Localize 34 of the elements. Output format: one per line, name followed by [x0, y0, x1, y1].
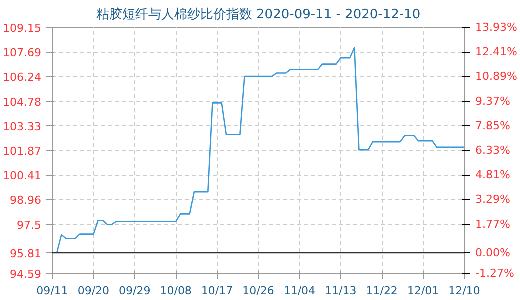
y2-tick-label: 13.93%	[476, 21, 518, 34]
y2-tick-label: 7.85%	[476, 119, 510, 132]
y-tick-label: 106.24	[3, 71, 42, 84]
y-tick-label: 109.15	[3, 22, 42, 35]
y-tick-label: 94.59	[10, 268, 42, 281]
x-tick-label: 09/29	[119, 284, 151, 298]
x-tick-label: 12/01	[407, 284, 440, 298]
x-tick-label: 09/20	[78, 284, 110, 298]
y2-tick-label: 0.00%	[476, 246, 510, 260]
x-tick-label: 10/17	[201, 284, 234, 298]
y-tick-label: 104.78	[3, 96, 42, 109]
y-tick-label: 95.81	[10, 247, 42, 260]
x-tick-label: 11/22	[366, 284, 398, 298]
y-tick-label: 103.33	[3, 120, 42, 134]
y-tick-label: 98.96	[10, 194, 42, 208]
x-tick-label: 12/10	[448, 284, 480, 298]
x-tick-label: 11/13	[325, 284, 357, 298]
chart-title: 粘胶短纤与人棉纱比价指数 2020-09-11 - 2020-12-10	[96, 8, 421, 22]
y2-tick-label: 12.41%	[476, 46, 518, 59]
y-tick-label: 107.69	[3, 46, 42, 60]
y-tick-label: 100.41	[3, 170, 42, 183]
y2-tick-label: 6.33%	[476, 144, 510, 157]
x-tick-label: 11/04	[284, 284, 316, 298]
y2-tick-label: -1.27%	[476, 267, 514, 280]
y2-tick-label: 1.77%	[476, 218, 510, 231]
x-tick-label: 10/08	[160, 284, 192, 298]
y2-tick-label: 4.81%	[476, 168, 510, 182]
y-tick-label: 97.5	[17, 218, 42, 232]
y2-tick-label: 3.29%	[476, 193, 510, 206]
y2-tick-label: 10.89%	[476, 70, 518, 84]
y-tick-label: 101.87	[3, 145, 42, 158]
x-tick-label: 09/11	[36, 284, 68, 298]
x-tick-label: 10/26	[242, 284, 274, 298]
y2-tick-label: 9.37%	[476, 94, 510, 108]
